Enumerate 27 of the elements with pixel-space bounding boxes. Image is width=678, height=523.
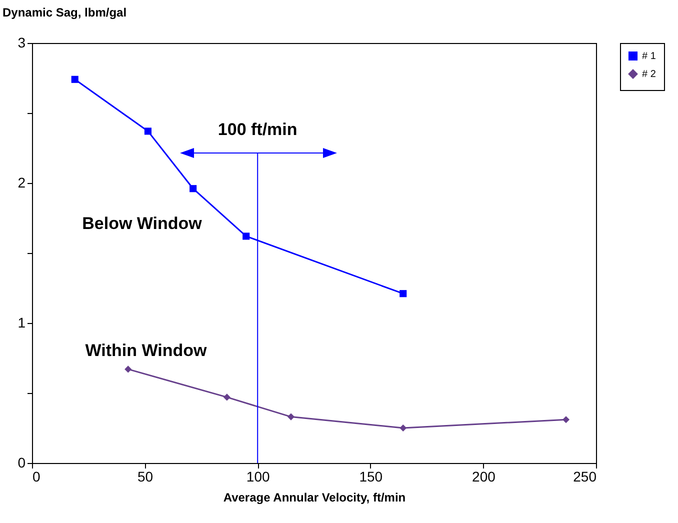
y-tick-label: 2 [18, 174, 26, 190]
y-axis-title: Dynamic Sag, lbm/gal [2, 6, 127, 20]
legend-label: # 1 [642, 51, 656, 62]
x-tick-label: 250 [573, 468, 597, 484]
point [71, 76, 78, 83]
point [400, 424, 407, 432]
legend-label: # 2 [642, 69, 656, 80]
x-tick-label: 0 [32, 468, 40, 484]
y-tick-label: 0 [18, 454, 26, 470]
x-tick-label: 150 [359, 468, 383, 484]
annotation: Within Window [85, 341, 208, 360]
point [562, 416, 570, 424]
point [287, 413, 295, 420]
x-tick-label: 50 [138, 468, 154, 484]
ref-line-label: 100 ft/min [218, 120, 298, 139]
x-tick-label: 200 [472, 468, 496, 484]
y-tick-label: 3 [18, 34, 26, 50]
point [223, 394, 230, 401]
annotation: Below Window [82, 214, 203, 233]
point [190, 185, 197, 192]
y-tick-label: 1 [18, 314, 26, 330]
x-tick-label: 100 [246, 468, 270, 484]
point [400, 290, 407, 298]
point [242, 232, 250, 240]
point [144, 128, 152, 135]
point [124, 366, 132, 373]
x-axis-title: Average Annular Velocity, ft/min [223, 490, 406, 504]
